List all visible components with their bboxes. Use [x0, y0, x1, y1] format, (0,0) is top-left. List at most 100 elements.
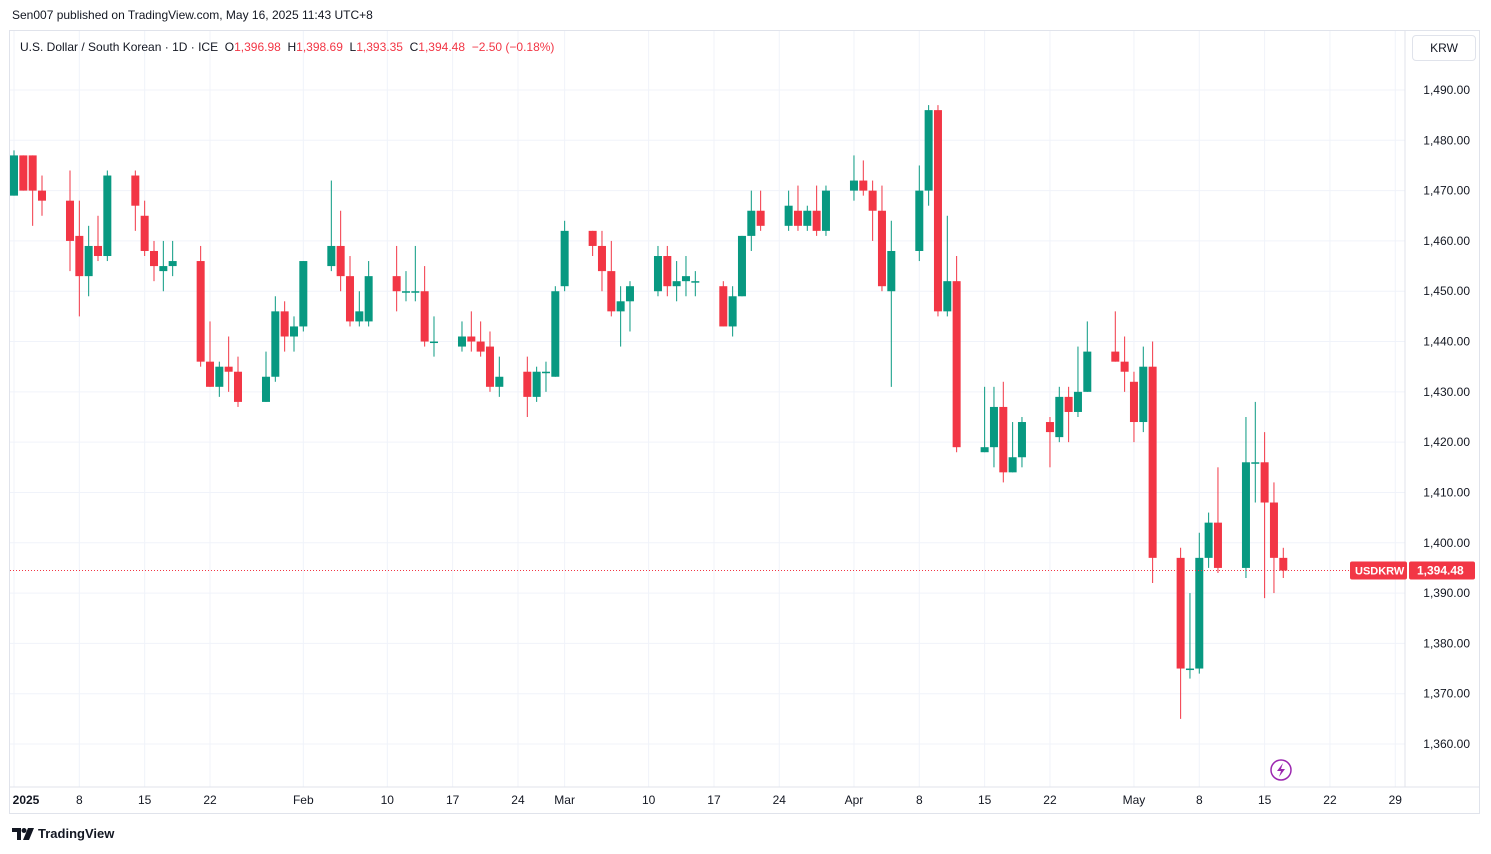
candle-up[interactable]	[728, 286, 737, 337]
candle-up[interactable]	[411, 245, 420, 302]
lightning-icon[interactable]	[1270, 759, 1292, 781]
candle-up[interactable]	[691, 271, 700, 297]
candle-down[interactable]	[868, 180, 877, 241]
candle-up[interactable]	[915, 165, 924, 262]
candle-down[interactable]	[999, 381, 1008, 483]
candle-up[interactable]	[495, 356, 504, 397]
candle-up[interactable]	[1139, 346, 1148, 433]
candle-up[interactable]	[625, 281, 634, 332]
candle-down[interactable]	[75, 200, 84, 317]
candle-up[interactable]	[1055, 386, 1064, 443]
candle-down[interactable]	[392, 245, 401, 312]
candle-down[interactable]	[793, 185, 802, 231]
candle-down[interactable]	[149, 240, 158, 282]
candle-down[interactable]	[1148, 341, 1157, 584]
candle-up[interactable]	[215, 361, 224, 397]
candle-down[interactable]	[1120, 336, 1129, 392]
candle-down[interactable]	[476, 321, 485, 357]
candle-down[interactable]	[485, 331, 494, 392]
candle-down[interactable]	[1129, 371, 1138, 443]
candle-down[interactable]	[1064, 386, 1073, 443]
candle-up[interactable]	[84, 225, 93, 297]
candle-down[interactable]	[952, 256, 961, 453]
candle-down[interactable]	[1111, 311, 1120, 362]
candle-down[interactable]	[420, 266, 429, 347]
candle-down[interactable]	[812, 185, 821, 236]
candle-down[interactable]	[65, 170, 74, 272]
candle-up[interactable]	[355, 291, 364, 327]
candle-up[interactable]	[1195, 532, 1204, 674]
candle-down[interactable]	[719, 281, 728, 327]
candle-up[interactable]	[803, 205, 812, 231]
candle-up[interactable]	[1083, 321, 1092, 392]
candle-up[interactable]	[299, 261, 308, 332]
candle-up[interactable]	[653, 245, 662, 297]
candle-down[interactable]	[345, 256, 354, 327]
candle-down[interactable]	[1279, 547, 1288, 578]
candle-up[interactable]	[271, 296, 280, 382]
candle-down[interactable]	[196, 245, 205, 367]
candle-up[interactable]	[747, 190, 756, 251]
candle-up[interactable]	[289, 316, 298, 352]
candle-down[interactable]	[523, 356, 532, 417]
candle-up[interactable]	[159, 240, 168, 292]
candle-up[interactable]	[532, 366, 541, 402]
candle-down[interactable]	[1176, 547, 1185, 719]
candle-down[interactable]	[140, 200, 149, 257]
candle-up[interactable]	[849, 155, 858, 201]
candle-down[interactable]	[19, 155, 28, 191]
candle-down[interactable]	[233, 356, 242, 407]
candle-down[interactable]	[1045, 417, 1054, 468]
candle-down[interactable]	[663, 245, 672, 297]
candle-up[interactable]	[168, 240, 177, 277]
candle-up[interactable]	[327, 180, 336, 272]
candle-down[interactable]	[131, 170, 140, 231]
candle-down[interactable]	[467, 311, 476, 352]
candle-up[interactable]	[364, 261, 373, 327]
candle-down[interactable]	[597, 230, 606, 292]
candle-down[interactable]	[28, 155, 37, 226]
candle-up[interactable]	[541, 361, 550, 392]
candle-up[interactable]	[551, 286, 560, 377]
candle-up[interactable]	[401, 271, 410, 302]
candle-up[interactable]	[980, 386, 989, 453]
candle-down[interactable]	[1269, 482, 1278, 594]
candle-up[interactable]	[1241, 417, 1250, 578]
candle-down[interactable]	[280, 301, 289, 352]
candle-up[interactable]	[887, 220, 896, 387]
candle-down[interactable]	[93, 215, 102, 262]
candle-down[interactable]	[336, 210, 345, 292]
candle-up[interactable]	[560, 220, 569, 292]
candle-up[interactable]	[1251, 401, 1260, 503]
candle-down[interactable]	[859, 160, 868, 196]
candle-up[interactable]	[429, 316, 438, 357]
candle-down[interactable]	[933, 105, 942, 317]
candle-up[interactable]	[261, 351, 270, 402]
currency-button[interactable]: KRW	[1412, 35, 1476, 61]
candle-down[interactable]	[37, 175, 46, 216]
candle-up[interactable]	[616, 286, 625, 347]
candle-down[interactable]	[1213, 467, 1222, 573]
tradingview-brand[interactable]: TradingView	[12, 826, 114, 841]
candle-up[interactable]	[10, 150, 18, 196]
candle-up[interactable]	[924, 105, 933, 206]
candle-up[interactable]	[1185, 593, 1194, 679]
candle-up[interactable]	[457, 321, 466, 352]
candle-up[interactable]	[1073, 346, 1082, 417]
candle-down[interactable]	[588, 230, 597, 257]
candle-up[interactable]	[1008, 422, 1017, 473]
chart-frame[interactable]	[9, 30, 1480, 814]
candle-up[interactable]	[737, 235, 746, 297]
candle-down[interactable]	[877, 185, 886, 292]
candle-down[interactable]	[1260, 432, 1269, 599]
candle-up[interactable]	[1204, 512, 1213, 568]
candle-down[interactable]	[756, 190, 765, 231]
candle-up[interactable]	[103, 170, 112, 262]
candle-up[interactable]	[784, 190, 793, 231]
candle-up[interactable]	[989, 386, 998, 468]
candle-up[interactable]	[1017, 417, 1026, 468]
candle-down[interactable]	[224, 336, 233, 392]
candle-up[interactable]	[672, 261, 681, 302]
candle-down[interactable]	[607, 240, 616, 317]
